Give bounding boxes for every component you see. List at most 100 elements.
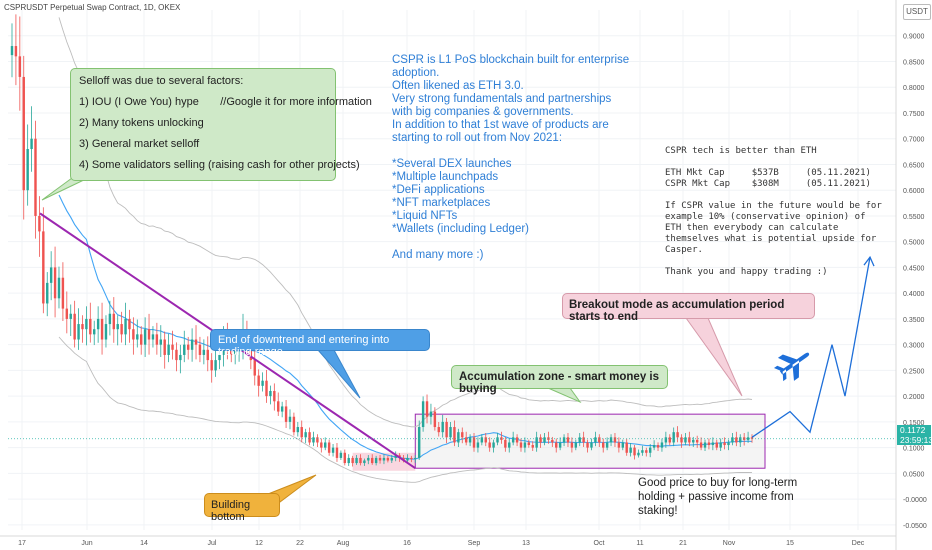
candle-body	[214, 360, 217, 371]
candle-body	[476, 442, 480, 448]
candle-body	[441, 421, 444, 433]
note-line: ETH Mkt Cap $537B (05.11.2021)	[665, 168, 871, 178]
candle-body	[324, 442, 327, 448]
x-tick-label: Aug	[337, 540, 350, 547]
candle-body	[535, 437, 538, 448]
candle-body	[668, 437, 671, 443]
end-downtrend-pointer	[316, 349, 361, 399]
candle-body	[566, 437, 570, 443]
cspr-info-note: CSPR is L1 PoS blockchain built for ente…	[392, 54, 629, 262]
candle-body	[390, 457, 394, 461]
x-tick-label: Jun	[81, 540, 92, 547]
candle-body	[625, 442, 628, 453]
note-line: CSPR tech is better than ETH	[665, 146, 817, 156]
candle-body	[277, 401, 280, 412]
candle-body	[128, 318, 131, 330]
candle-body	[183, 344, 186, 355]
candle-body	[210, 360, 213, 371]
candle-body	[488, 442, 491, 448]
y-tick-label: 0.7500	[903, 111, 925, 118]
candle-body	[523, 442, 527, 448]
candle-body	[605, 442, 609, 448]
candle-body	[374, 457, 378, 464]
candle-body	[194, 339, 198, 345]
x-tick-label: Jul	[208, 540, 217, 547]
candle-body	[179, 354, 182, 361]
candle-body	[688, 437, 691, 443]
y-tick-label: 0.1500	[903, 420, 925, 427]
candle-body	[578, 437, 581, 443]
candle-body	[104, 324, 108, 340]
candle-body	[519, 442, 523, 448]
candle-body	[613, 437, 617, 443]
candle-body	[731, 437, 734, 443]
candle-body	[735, 437, 738, 443]
candle-body	[257, 375, 260, 386]
candle-body	[515, 437, 519, 443]
candle-body	[492, 442, 495, 448]
candle-body	[93, 329, 96, 335]
candle-body	[69, 313, 72, 319]
candle-body	[531, 445, 534, 448]
y-tick-label: 0.1000	[903, 446, 925, 453]
candle-body	[120, 324, 123, 335]
lower-band-line	[58, 336, 753, 483]
candle-body	[343, 452, 347, 464]
candle-body	[715, 442, 718, 448]
y-tick-label: 0.8500	[903, 59, 925, 66]
candle-body	[641, 450, 644, 453]
candle-body	[143, 329, 147, 345]
candle-body	[49, 267, 53, 283]
candle-body	[42, 231, 45, 304]
bar-countdown: 23:59:13	[900, 435, 932, 445]
y-tick-label: 0.3000	[903, 343, 925, 350]
note-line: holding + passive income from	[638, 491, 794, 503]
x-tick-label: Oct	[594, 540, 605, 547]
candle-body	[112, 313, 116, 330]
candle-body	[468, 437, 472, 443]
candle-body	[124, 318, 127, 335]
candle-body	[637, 452, 640, 456]
candle-body	[167, 344, 170, 355]
candle-body	[719, 442, 722, 448]
candle-body	[562, 437, 566, 443]
candle-body	[46, 282, 49, 304]
candle-body	[727, 442, 730, 446]
note-line: *Wallets (including Ledger)	[392, 223, 530, 235]
candle-body	[707, 442, 711, 446]
candle-body	[703, 442, 707, 448]
currency-selector[interactable]: USDT	[903, 4, 931, 20]
y-tick-label: -0.0500	[903, 523, 927, 530]
note-line: staking!	[638, 505, 678, 517]
candle-body	[449, 427, 452, 438]
candle-body	[316, 437, 319, 443]
candle-body	[543, 437, 546, 443]
note-line: adoption.	[392, 67, 440, 79]
candle-body	[292, 416, 296, 433]
candle-body	[500, 437, 503, 440]
note-line: Good price to buy for long-term	[638, 477, 798, 489]
candle-body	[339, 452, 343, 458]
candle-body	[30, 138, 33, 150]
note-line	[392, 145, 629, 158]
note-line	[392, 236, 629, 249]
candle-body	[609, 437, 613, 443]
note-line: ETH then everybody can calculate	[665, 223, 839, 233]
candle-body	[155, 334, 159, 345]
candle-body	[96, 318, 100, 330]
note-line: Often likened as ETH 3.0.	[392, 80, 524, 92]
selloff-callout: Selloff was due to several factors: 1) I…	[70, 68, 372, 181]
candle-body	[53, 267, 57, 299]
candle-body	[147, 329, 151, 340]
candle-body	[280, 406, 284, 412]
candle-body	[171, 344, 174, 350]
selloff-item: 1) IOU (I Owe You) hype //Google it for …	[79, 96, 372, 108]
candle-body	[363, 460, 366, 464]
candle-body	[695, 439, 699, 443]
candle-body	[394, 455, 397, 458]
x-tick-label: Sep	[468, 540, 481, 547]
last-price-value: 0.1172	[900, 425, 926, 435]
candle-body	[750, 437, 754, 439]
candle-body	[672, 432, 675, 443]
candle-body	[57, 277, 61, 299]
